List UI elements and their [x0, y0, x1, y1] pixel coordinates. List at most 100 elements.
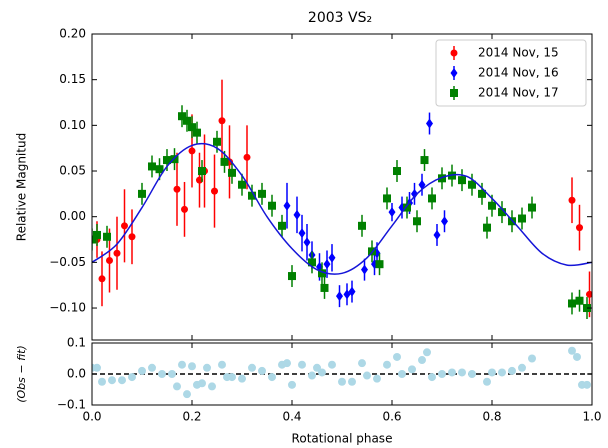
marker — [283, 200, 291, 211]
marker — [483, 223, 491, 232]
marker — [228, 168, 236, 177]
marker — [298, 228, 306, 239]
y-tick-label: 0.05 — [59, 164, 86, 178]
marker — [586, 290, 592, 298]
x-tick-label: 0.6 — [382, 410, 401, 424]
marker — [218, 117, 226, 125]
residual-point — [248, 363, 256, 372]
marker — [323, 259, 331, 270]
y-tick-label: 0.00 — [59, 209, 86, 223]
marker — [193, 128, 201, 137]
residual-point — [408, 365, 416, 374]
residual-point — [283, 359, 291, 368]
axes-frame — [91, 342, 593, 406]
marker — [488, 201, 496, 210]
marker — [188, 123, 196, 132]
residual-point — [108, 376, 116, 385]
marker — [375, 260, 384, 269]
marker — [320, 283, 329, 292]
residual-point — [568, 346, 576, 355]
marker — [155, 165, 164, 174]
marker — [413, 217, 421, 226]
x-tick-label: 0.8 — [482, 410, 501, 424]
marker — [428, 194, 436, 203]
residual-point — [298, 360, 306, 369]
marker — [441, 216, 448, 227]
residual-point — [178, 360, 186, 369]
legend — [435, 39, 587, 107]
fit-line — [92, 142, 592, 275]
residual-point — [308, 371, 316, 380]
x-tick-label: 0.4 — [282, 410, 301, 424]
marker — [468, 180, 476, 189]
y-tick-label: −0.05 — [49, 255, 86, 269]
residual-point — [188, 362, 196, 371]
residual-point — [128, 373, 136, 382]
marker — [518, 214, 526, 223]
marker — [388, 207, 396, 218]
marker — [113, 249, 121, 257]
y-tick-label: 0.10 — [59, 118, 86, 132]
residual-point — [238, 374, 246, 383]
residual-point — [483, 377, 491, 386]
marker — [438, 174, 446, 183]
residual-point — [448, 368, 456, 377]
residual-point — [393, 352, 401, 361]
residual-point — [508, 366, 516, 375]
marker — [178, 112, 186, 121]
y-tick-label: 0.1 — [67, 336, 86, 350]
residual-point — [98, 377, 106, 386]
marker — [383, 194, 391, 203]
residual-point — [488, 368, 496, 377]
marker — [220, 157, 229, 166]
residual-point — [363, 371, 371, 380]
x-tick-label: 0.2 — [182, 410, 201, 424]
marker — [420, 156, 429, 165]
residual-point — [518, 363, 526, 372]
legend-label: 2014 Nov, 16 — [478, 66, 559, 80]
plot-area — [92, 79, 592, 319]
residual-point — [438, 370, 446, 378]
marker — [568, 299, 576, 308]
marker — [170, 155, 179, 164]
residual-point — [288, 380, 296, 389]
residual-point — [148, 363, 156, 372]
marker — [181, 205, 188, 213]
marker — [121, 222, 128, 230]
marker — [93, 230, 101, 239]
chart-title: 2003 VS₂ — [308, 10, 372, 26]
marker — [308, 258, 316, 267]
marker — [198, 167, 206, 176]
residual-point — [118, 376, 126, 385]
residual-point — [423, 348, 431, 357]
legend-marker — [450, 68, 458, 78]
residual-point — [328, 360, 336, 369]
residual-point — [348, 377, 356, 386]
y-tick-label: −0.1 — [57, 398, 86, 412]
residual-point — [93, 363, 101, 372]
marker — [173, 185, 181, 193]
residual-point — [183, 390, 191, 399]
residual-point — [528, 354, 536, 363]
marker — [128, 233, 136, 241]
residual-point — [358, 359, 366, 368]
marker — [433, 229, 441, 240]
marker — [358, 221, 366, 230]
y-tick-label: 0.20 — [59, 27, 86, 41]
residual-point — [313, 363, 321, 372]
residual-point — [583, 380, 591, 389]
x-axis-label: Rotational phase — [292, 432, 393, 446]
x-tick-label: 1.0 — [582, 410, 601, 424]
residual-point — [208, 382, 216, 391]
residual-point — [428, 373, 436, 382]
marker — [243, 153, 251, 161]
legend-label: 2014 Nov, 15 — [478, 46, 559, 60]
marker — [303, 237, 311, 248]
legend-label: 2014 Nov, 17 — [478, 86, 559, 100]
marker — [528, 203, 536, 212]
marker — [268, 201, 276, 210]
residual-point — [138, 366, 146, 375]
marker — [318, 269, 326, 278]
residual-point — [573, 352, 581, 361]
